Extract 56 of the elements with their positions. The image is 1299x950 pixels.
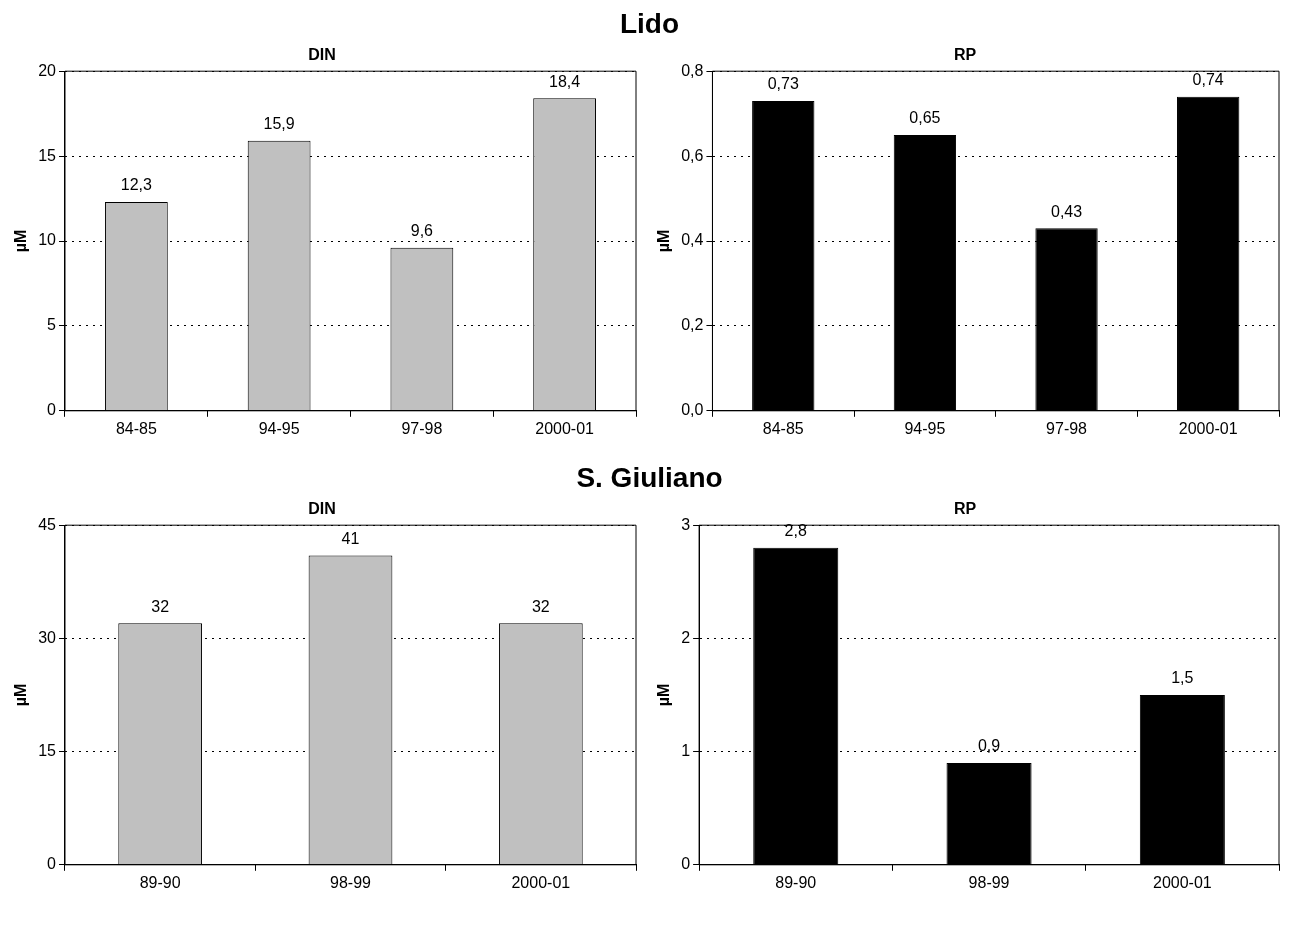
x-tick-label: 94-95 [904, 419, 946, 437]
y-tick-label: 0,8 [681, 61, 704, 79]
y-tick-label: 0 [47, 401, 57, 419]
data-label: 2,8 [784, 522, 807, 540]
x-tick-label: 2000-01 [535, 419, 595, 437]
chart-title: RP [953, 46, 977, 64]
y-tick-label: 2 [681, 628, 691, 646]
y-tick-label: 0 [47, 855, 57, 873]
y-tick-label: 0,4 [681, 231, 704, 249]
y-tick-label: 0,2 [681, 316, 704, 334]
data-label: 41 [341, 529, 360, 547]
y-axis-title: µM [12, 683, 30, 707]
y-axis-title: µM [655, 229, 673, 253]
y-tick-label: 0,0 [681, 401, 704, 419]
y-tick-label: 0 [681, 855, 691, 873]
x-tick-label: 94-95 [258, 419, 300, 437]
data-label: 0,9 [977, 737, 1001, 755]
data-label: 0,65 [909, 109, 941, 127]
data-label: 15,9 [263, 115, 295, 133]
x-tick-label: 2000-01 [1152, 873, 1212, 891]
y-tick-label: 3 [681, 515, 691, 533]
text: Lido [619, 8, 680, 39]
x-tick-label: 97-98 [1046, 419, 1088, 437]
x-tick-label: 2000-01 [511, 873, 571, 891]
y-tick-label: 20 [38, 61, 57, 79]
data-label: 1,5 [1171, 669, 1194, 687]
y-tick-label: 30 [38, 628, 57, 646]
y-tick-label: 15 [38, 742, 57, 760]
data-label: 32 [531, 597, 550, 615]
data-label: 0,74 [1192, 71, 1224, 89]
data-label: 18,4 [549, 72, 581, 90]
data-label: 0,43 [1050, 202, 1083, 220]
chart-title: RP [953, 500, 977, 518]
data-label: 12,3 [120, 176, 153, 194]
y-tick-label: 1 [681, 742, 691, 760]
data-label: 32 [151, 597, 170, 615]
x-tick-label: 98-99 [968, 873, 1010, 891]
data-label: 0,73 [767, 75, 799, 93]
y-axis-title: µM [12, 229, 30, 253]
chart-title: DIN [308, 500, 336, 518]
y-axis-title: µM [655, 683, 673, 707]
x-tick-label: 2000-01 [1178, 419, 1238, 437]
x-tick-label: 89-90 [775, 873, 817, 891]
y-tick-label: 15 [38, 146, 57, 164]
x-tick-label: 84-85 [115, 419, 157, 437]
y-tick-label: 0,6 [681, 146, 704, 164]
y-tick-label: 10 [38, 231, 57, 249]
y-tick-label: 45 [38, 515, 57, 533]
x-tick-label: 84-85 [762, 419, 804, 437]
text: S. Giuliano [576, 462, 723, 493]
chart-title: DIN [308, 46, 336, 64]
x-tick-label: 97-98 [401, 419, 443, 437]
data-label: 9,6 [410, 222, 434, 240]
x-tick-label: 89-90 [139, 873, 181, 891]
x-tick-label: 98-99 [330, 873, 372, 891]
y-tick-label: 5 [47, 316, 57, 334]
